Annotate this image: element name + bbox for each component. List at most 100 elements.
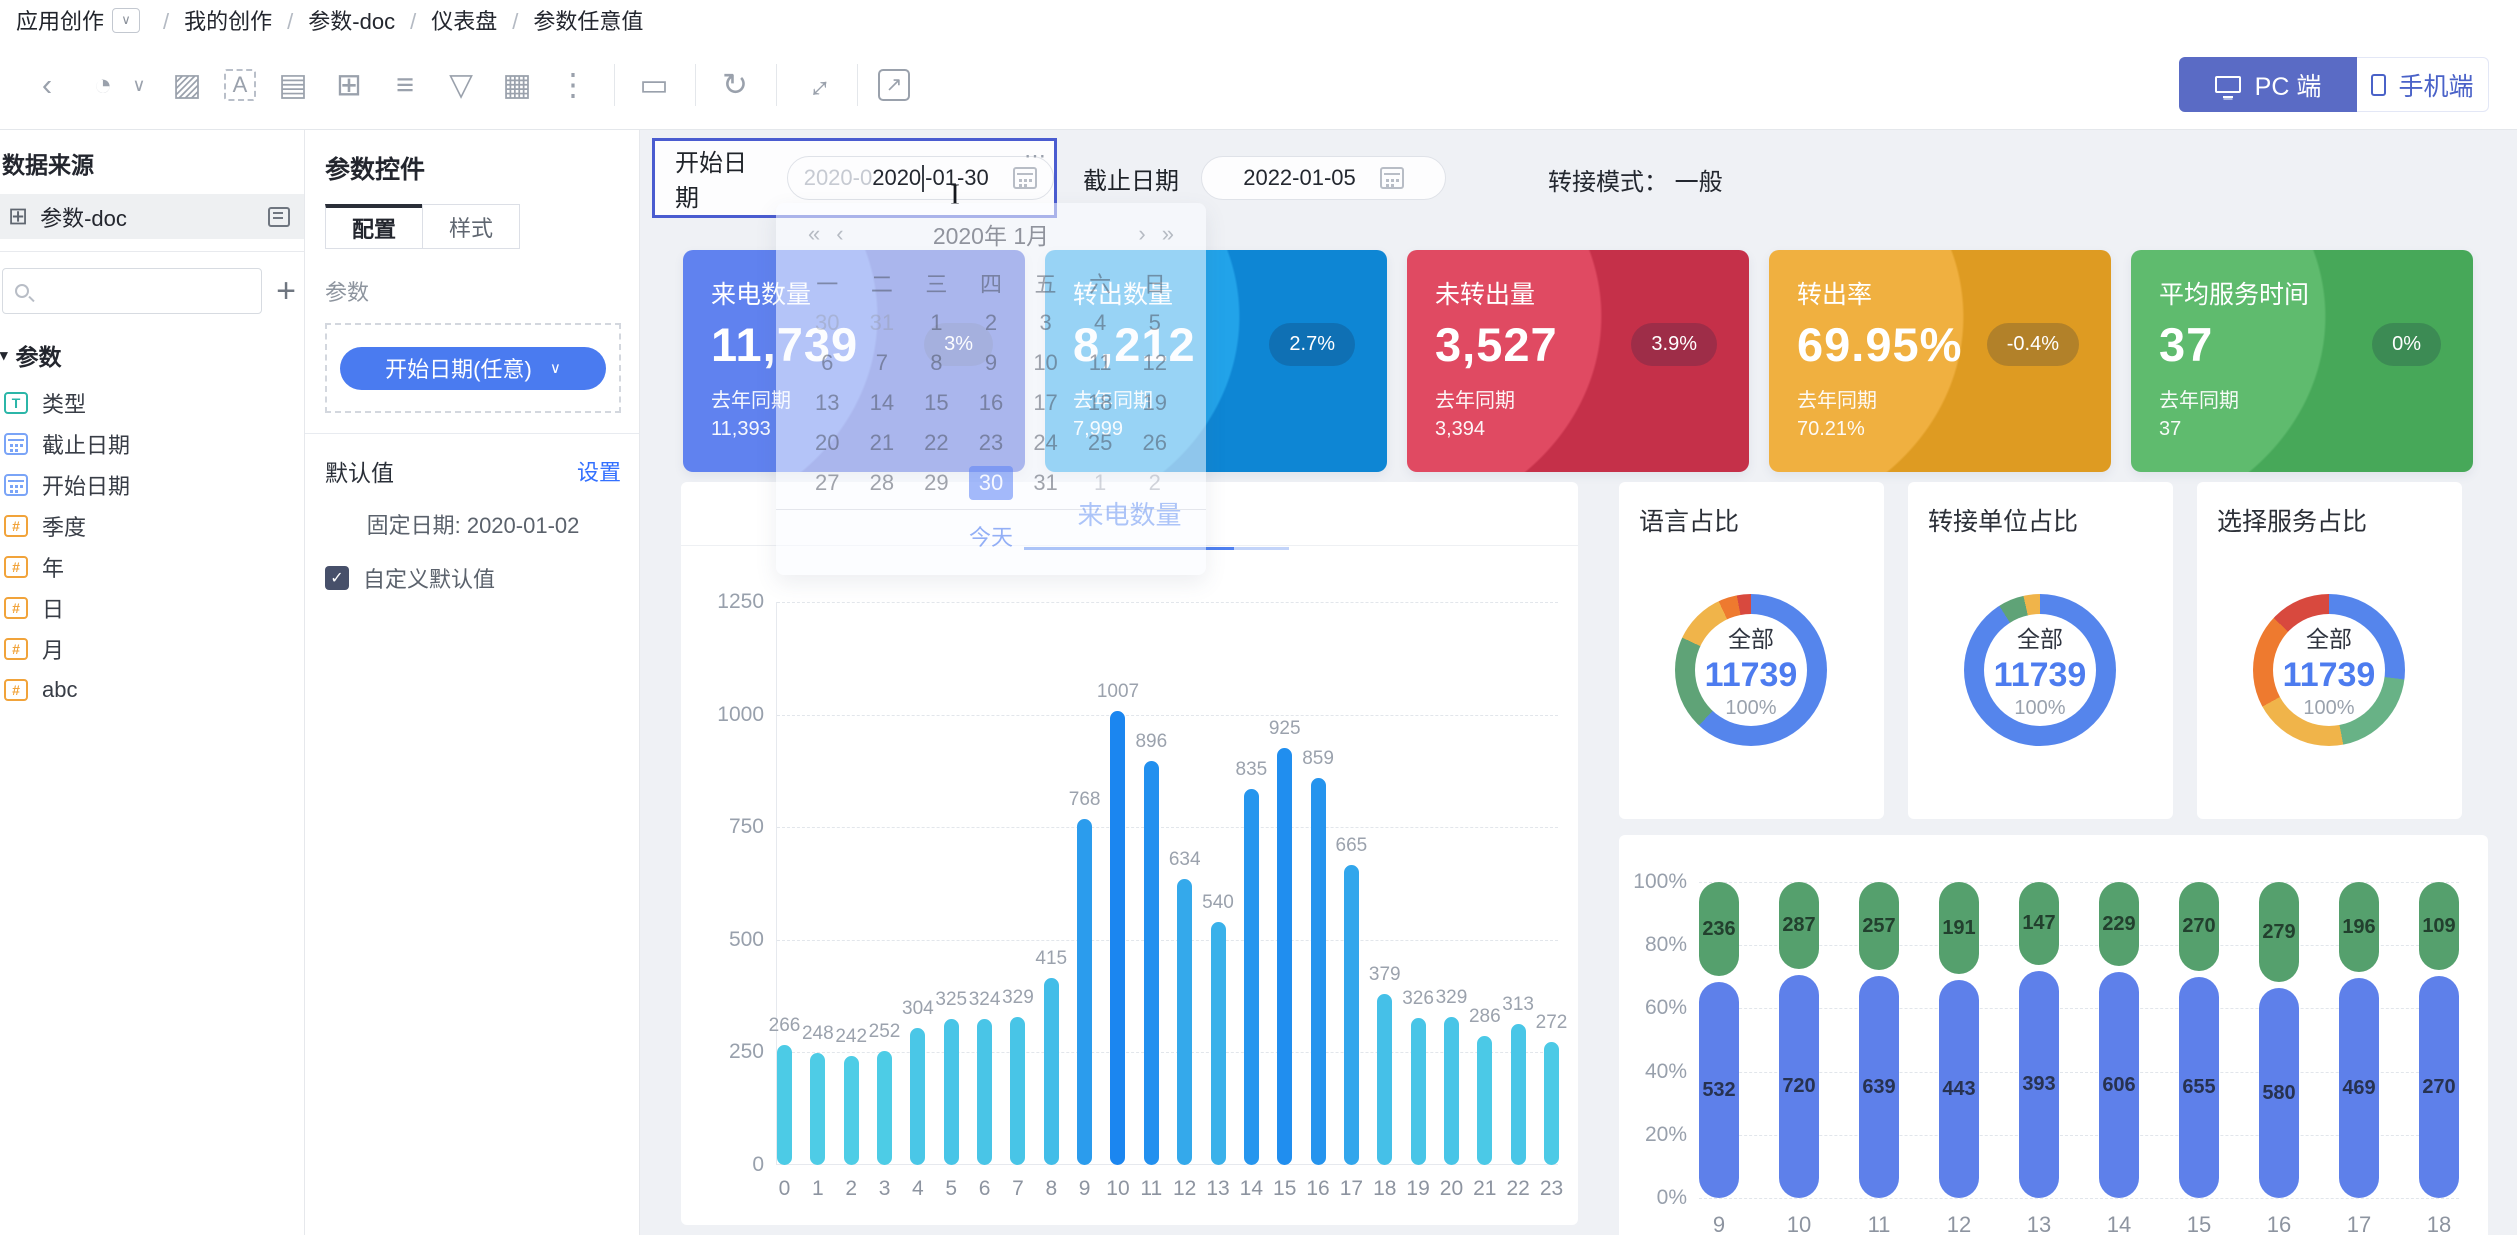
- stack-green-14[interactable]: 229: [2099, 882, 2139, 966]
- calendar-day[interactable]: 26: [1142, 430, 1167, 455]
- calendar-day[interactable]: 11: [1088, 350, 1112, 375]
- pc-view-button[interactable]: PC 端: [2179, 57, 2357, 112]
- calendar-day[interactable]: 3: [1039, 310, 1052, 335]
- bar-hour-3[interactable]: [877, 1051, 893, 1165]
- calendar-day[interactable]: 23: [978, 430, 1004, 455]
- bar-hour-17[interactable]: [1343, 865, 1359, 1165]
- dataset-item[interactable]: ⊞ 参数-doc: [0, 194, 304, 239]
- stack-green-11[interactable]: 257: [1859, 882, 1899, 970]
- bar-hour-18[interactable]: [1377, 994, 1393, 1165]
- more-icon[interactable]: ⋮: [557, 67, 589, 102]
- bar-hour-13[interactable]: [1210, 921, 1226, 1165]
- mobile-view-button[interactable]: 手机端: [2357, 57, 2489, 112]
- calendar-day[interactable]: 5: [1148, 310, 1161, 335]
- today-link[interactable]: 今天: [968, 525, 1013, 550]
- calendar-day[interactable]: 30: [815, 310, 840, 335]
- stack-blue-14[interactable]: 606: [2099, 972, 2139, 1198]
- fullscreen-icon[interactable]: ↔: [792, 61, 840, 108]
- calendar-day[interactable]: 6: [821, 350, 834, 375]
- dashboard-canvas[interactable]: 开始日期 2020-0 2020 -01-30 ⋯ I 截止日期 2022-01…: [640, 130, 2517, 1235]
- widget-more-icon[interactable]: ⋯: [1024, 143, 1048, 168]
- prev-month-icon[interactable]: ‹: [836, 221, 844, 246]
- kpi-card-转出率[interactable]: 转出率 69.95% -0.4% 去年同期 70.21%: [1769, 250, 2111, 472]
- calendar-day[interactable]: 21: [869, 430, 895, 455]
- app-switcher-dropdown[interactable]: ∨: [112, 7, 141, 33]
- param-item-季度[interactable]: # 季度: [0, 505, 304, 546]
- calendar-day[interactable]: 22: [924, 430, 949, 455]
- stack-green-16[interactable]: 279: [2259, 882, 2299, 982]
- tab-layout-icon[interactable]: ▦: [502, 67, 532, 102]
- calendar-day[interactable]: 31: [1033, 470, 1058, 495]
- param-item-日[interactable]: # 日: [0, 587, 304, 628]
- breadcrumb-item[interactable]: 仪表盘: [431, 9, 498, 34]
- bar-hour-9[interactable]: [1077, 819, 1093, 1165]
- next-month-icon[interactable]: ›: [1138, 221, 1146, 246]
- param-item-月[interactable]: # 月: [0, 628, 304, 669]
- refresh-icon[interactable]: ↻: [722, 67, 748, 102]
- end-date-filter-widget[interactable]: 截止日期 2022-01-05: [1083, 130, 1446, 226]
- prev-year-icon[interactable]: «: [808, 221, 821, 246]
- param-pill-button[interactable]: 开始日期(任意) ∨: [340, 346, 606, 390]
- calendar-day[interactable]: 9: [984, 350, 998, 375]
- add-view-icon[interactable]: ◔: [93, 67, 113, 102]
- bar-hour-22[interactable]: [1510, 1024, 1526, 1165]
- donut-card-选择服务占比[interactable]: 选择服务占比 全部 11739 100%: [2197, 482, 2462, 819]
- calendar-day[interactable]: 2: [984, 310, 998, 335]
- bar-hour-10[interactable]: [1110, 711, 1126, 1165]
- next-year-icon[interactable]: »: [1161, 221, 1174, 246]
- stack-green-12[interactable]: 191: [1939, 882, 1979, 974]
- calendar-day[interactable]: 12: [1142, 350, 1167, 375]
- settings-link[interactable]: 设置: [576, 460, 621, 485]
- calendar-day[interactable]: 30: [964, 465, 1019, 501]
- stack-blue-16[interactable]: 580: [2259, 988, 2299, 1198]
- stack-green-18[interactable]: 109: [2419, 882, 2459, 970]
- param-item-类型[interactable]: T 类型: [0, 382, 304, 423]
- bar-hour-4[interactable]: [910, 1028, 926, 1165]
- calendar-icon[interactable]: [1013, 167, 1037, 189]
- calendar-day[interactable]: 7: [875, 350, 888, 375]
- calendar-day[interactable]: 20: [815, 430, 840, 455]
- calls-bar-chart-card[interactable]: 来电数量 02505007501000125026602481242225233…: [681, 482, 1578, 1225]
- bar-hour-1[interactable]: [810, 1053, 826, 1165]
- add-param-button[interactable]: +: [276, 272, 296, 310]
- stack-blue-17[interactable]: 469: [2339, 978, 2379, 1198]
- param-item-abc[interactable]: # abc: [0, 669, 304, 710]
- bar-hour-23[interactable]: [1544, 1042, 1559, 1165]
- calendar-day[interactable]: 27: [815, 470, 840, 495]
- breadcrumb-item[interactable]: 参数任意值: [533, 9, 644, 34]
- calendar-day[interactable]: 15: [924, 390, 949, 415]
- calendar-day[interactable]: 24: [1033, 430, 1058, 455]
- calendar-day[interactable]: 13: [815, 390, 840, 415]
- calendar-icon[interactable]: [1379, 167, 1404, 189]
- stack-blue-12[interactable]: 443: [1939, 980, 1979, 1198]
- donut-card-语言占比[interactable]: 语言占比 全部 11739 100%: [1619, 482, 1884, 819]
- start-date-input[interactable]: 2020-0 2020 -01-30: [786, 156, 1054, 200]
- calendar-day[interactable]: 29: [924, 470, 949, 495]
- funnel-icon[interactable]: ▽: [449, 67, 473, 102]
- donut-card-转接单位占比[interactable]: 转接单位占比 全部 11739 100%: [1908, 482, 2173, 819]
- bar-hour-0[interactable]: [777, 1045, 792, 1165]
- breadcrumb-item[interactable]: 我的创作: [184, 9, 273, 34]
- calendar-day[interactable]: 17: [1033, 390, 1058, 415]
- calendar-day[interactable]: 1: [930, 310, 943, 335]
- calendar-day[interactable]: 8: [930, 350, 943, 375]
- stack-green-10[interactable]: 287: [1779, 882, 1819, 969]
- caret-down-icon[interactable]: ∨: [132, 74, 146, 95]
- breadcrumb-item[interactable]: 参数-doc: [308, 9, 396, 34]
- component-icon[interactable]: ⊞: [336, 67, 362, 102]
- form-icon[interactable]: ▤: [278, 67, 308, 102]
- stack-blue-10[interactable]: 720: [1779, 975, 1819, 1198]
- stack-blue-15[interactable]: 655: [2179, 977, 2219, 1198]
- preview-icon[interactable]: ▭: [639, 67, 669, 102]
- bar-hour-5[interactable]: [943, 1018, 959, 1165]
- end-date-input[interactable]: 2022-01-05: [1201, 156, 1446, 200]
- calendar-day[interactable]: 16: [978, 390, 1004, 415]
- calendar-day[interactable]: 4: [1094, 310, 1107, 335]
- stack-green-17[interactable]: 196: [2339, 882, 2379, 972]
- media-icon[interactable]: ▨: [172, 67, 202, 102]
- start-date-filter-widget[interactable]: 开始日期 2020-0 2020 -01-30 ⋯: [652, 138, 1057, 218]
- param-group-header[interactable]: ▾ 参数: [0, 344, 62, 370]
- kpi-card-未转出量[interactable]: 未转出量 3,527 3.9% 去年同期 3,394: [1407, 250, 1749, 472]
- copy-icon[interactable]: [268, 206, 290, 227]
- calendar-day[interactable]: 19: [1142, 390, 1167, 415]
